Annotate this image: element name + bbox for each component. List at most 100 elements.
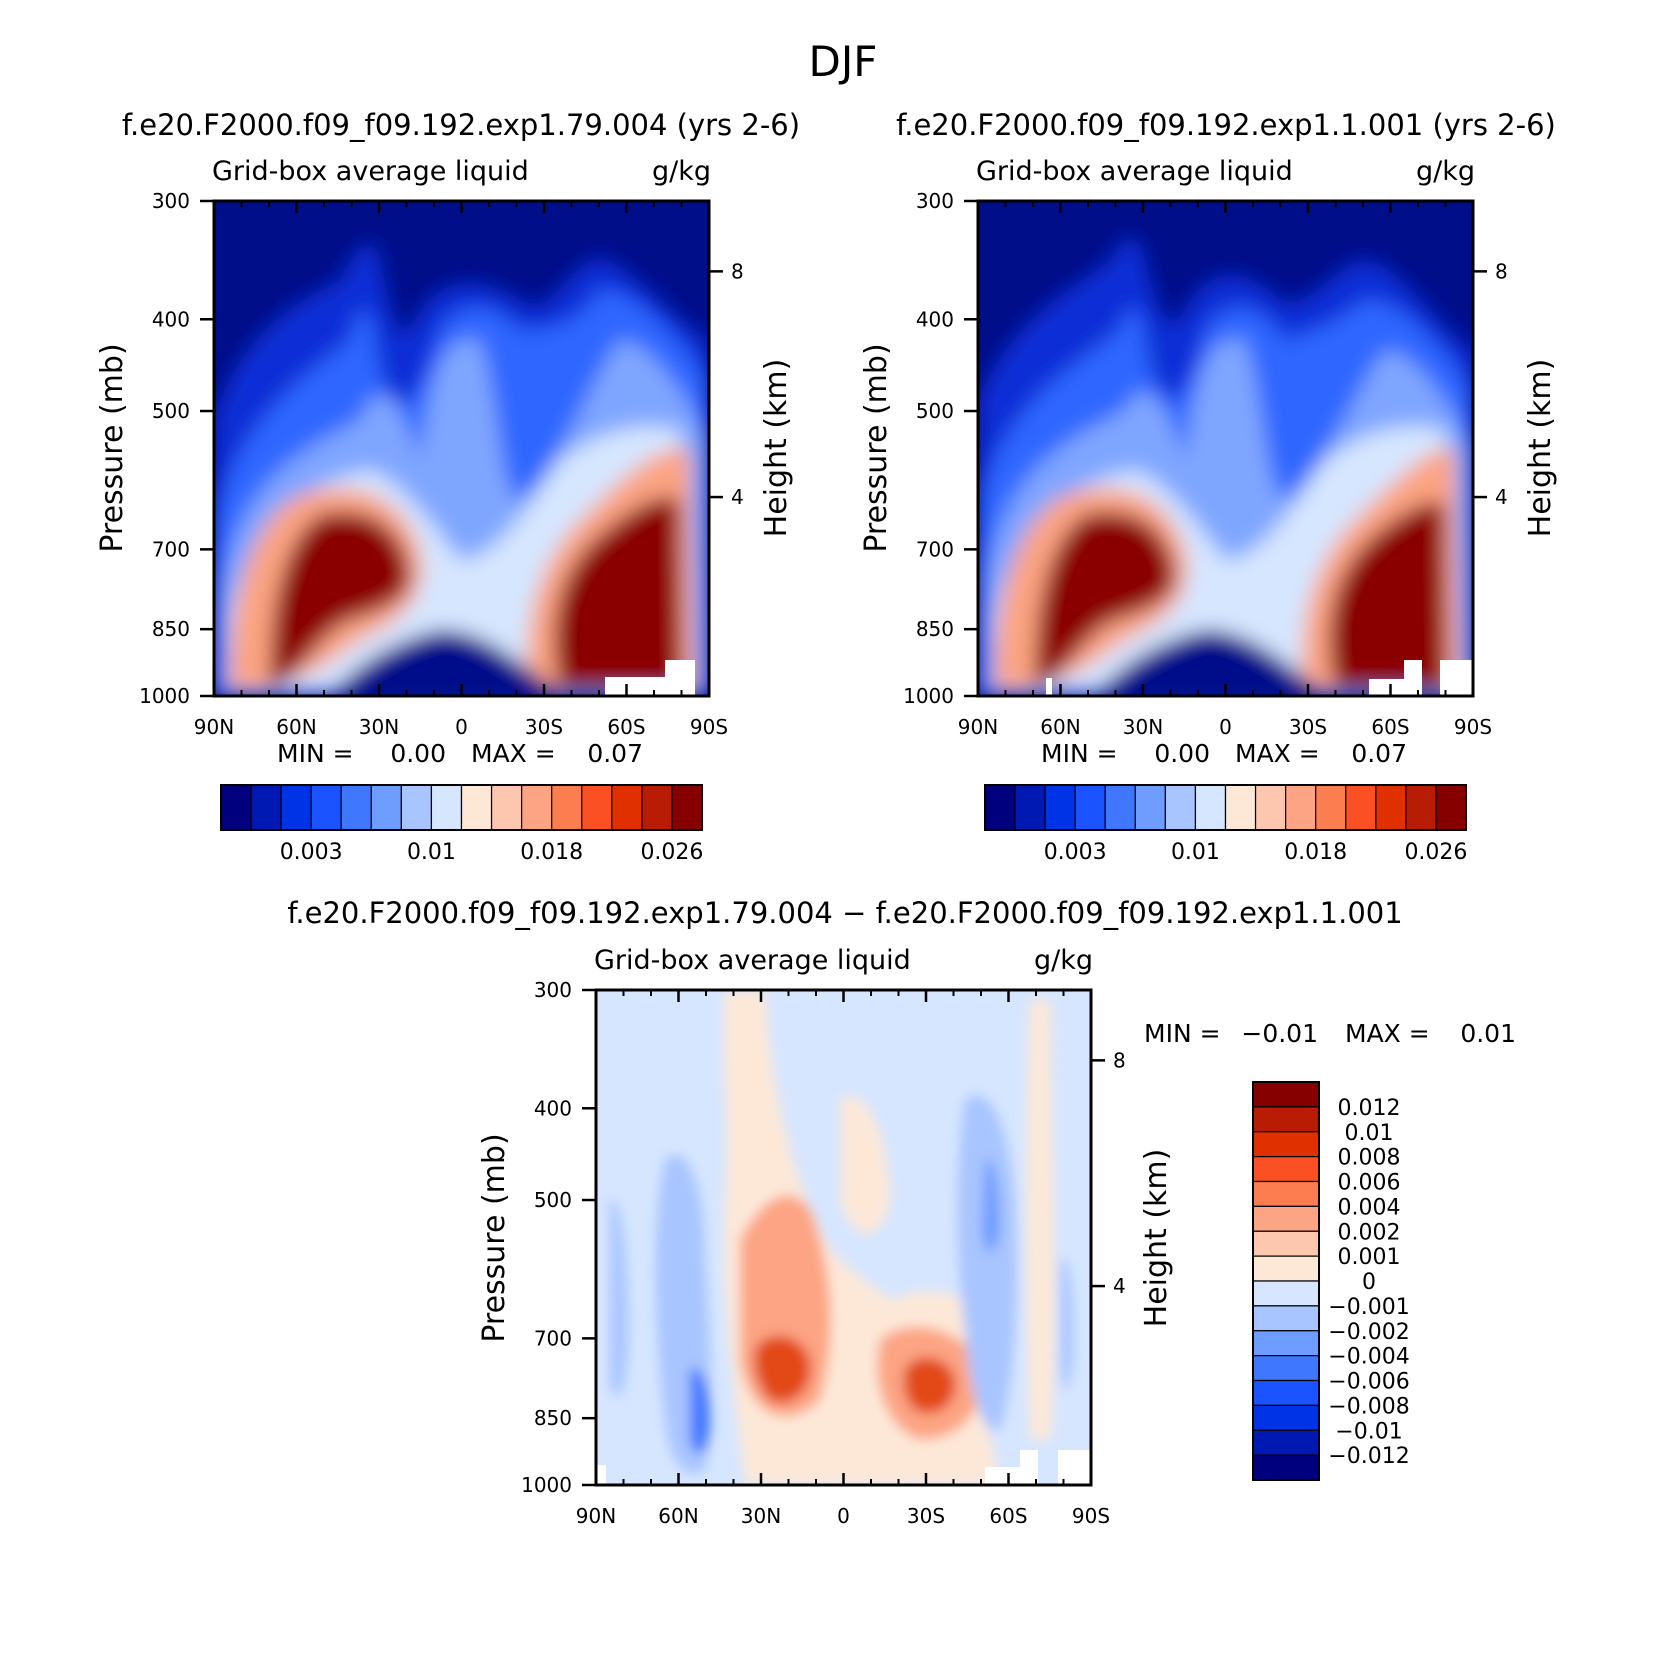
panel-2-min-label: MIN = [1041,739,1118,768]
x-tick-label: 60S [607,715,645,739]
panel-1-min-label: MIN = [277,739,354,768]
y-tick-label: 400 [534,1096,572,1120]
contour-positive-core-south [903,1357,956,1414]
colorbar-label: 0.003 [1044,840,1107,865]
contour-positive-core-north [754,1336,811,1403]
page-title: DJF [809,37,878,86]
colorbar-swatch [1252,1230,1320,1257]
colorbar-swatch [1435,784,1467,831]
colorbar-label: 0.012 [1338,1096,1401,1121]
colorbar-swatch [460,784,493,831]
panel-2-y2label: Height (km) [1523,359,1558,538]
x-tick-label: 30S [907,1504,945,1528]
colorbar-swatch [1405,784,1437,831]
colorbar-swatch [1252,1404,1320,1431]
contour-positive-upper-tongue [840,1096,890,1234]
colorbar-swatch [984,784,1016,831]
contour-southern-maximum-core [1329,501,1447,690]
panel-3-units: g/kg [1034,945,1093,976]
colorbar-label: 0.004 [1338,1195,1401,1220]
missing-data-area [605,677,665,696]
panel-3-max-label: MAX = [1345,1019,1430,1048]
y-tick-label: 500 [534,1188,572,1212]
panel-2-run-title: f.e20.F2000.f09_f09.192.exp1.1.001 (yrs … [896,108,1556,142]
x-tick-label: 0 [455,715,468,739]
x-tick-label: 60S [989,1504,1027,1528]
colorbar-swatch [1224,784,1257,831]
y-tick-label: 300 [152,189,190,213]
colorbar-swatch [430,784,463,831]
y2-tick-label: 4 [1113,1274,1126,1298]
colorbar-swatch [490,784,523,831]
colorbar-frame [984,784,1467,831]
colorbar-swatch [310,784,342,831]
panel-2-y2-axis: 84 [1473,259,1508,509]
colorbar-swatch [1044,784,1076,831]
panel-1-colorbar: 0.003 0.01 0.018 0.026 [220,784,703,865]
panel-1-max-label: MAX = [471,739,556,768]
panel-3-contour-field [596,990,1091,1485]
missing-data-area [596,1465,606,1485]
contour-southern-maximum-core [554,497,682,690]
colorbar-label: 0.018 [520,840,583,865]
panel-3-field-label: Grid-box average liquid [594,945,911,976]
panel-2-x-axis: 90N 60N 30N 0 30S 60S 90S [958,201,1492,739]
colorbar-swatch [340,784,372,831]
x-tick-label: 30N [1123,715,1163,739]
x-tick-label: 60S [1371,715,1409,739]
y2-tick-label: 8 [1113,1048,1126,1072]
y2-tick-label: 4 [1495,485,1508,509]
missing-data-area [665,660,695,696]
colorbar-swatch [1252,1305,1320,1332]
panel-3-y-axis: 300 400 500 700 850 1000 [521,978,596,1497]
panel-1-y-axis: 300 400 500 700 850 1000 [139,189,214,708]
colorbar-label: −0.004 [1328,1345,1409,1370]
colorbar-label: −0.008 [1328,1394,1409,1419]
colorbar-swatch [1252,1429,1320,1456]
y-tick-label: 1000 [903,684,954,708]
panel-2-min-value: 0.00 [1154,739,1210,768]
colorbar-label: 0.001 [1338,1245,1401,1270]
missing-data-area [1046,678,1052,696]
colorbar-swatch [1252,1379,1320,1406]
y-tick-label: 1000 [521,1473,572,1497]
y-tick-label: 500 [152,399,190,423]
colorbar-swatch [1345,784,1377,831]
contour-surface-low-center [1095,630,1325,696]
panel-1-min-value: 0.00 [390,739,446,768]
colorbar-swatch [1134,784,1166,831]
panel-1-y2-axis: 84 [709,259,744,509]
y-tick-label: 850 [534,1406,572,1430]
colorbar-swatch [370,784,402,831]
contour-surface-low-center [330,630,560,696]
panel-2: f.e20.F2000.f09_f09.192.exp1.1.001 (yrs … [859,108,1558,865]
colorbar-frame [220,784,703,831]
colorbar-swatch [280,784,312,831]
colorbar-swatch [521,784,553,831]
y-tick-label: 700 [534,1326,572,1350]
panel-3-y2-axis: 84 [1091,1048,1126,1298]
colorbar-label: 0.01 [1345,1121,1394,1146]
missing-data-area [1369,679,1404,696]
colorbar-swatch [1252,1255,1320,1282]
colorbar-label: −0.006 [1328,1370,1409,1395]
colorbar-frame [1252,1081,1320,1481]
panel-2-ylabel: Pressure (mb) [859,343,894,552]
colorbar-swatch [1194,784,1227,831]
contour-northern-maximum-core [270,512,411,690]
missing-data-area [1404,660,1422,696]
colorbar-label: 0.01 [407,840,456,865]
y-tick-label: 300 [916,189,954,213]
panel-3-y2label: Height (km) [1139,1149,1174,1328]
colorbar-swatch [1375,784,1407,831]
x-tick-label: 90S [690,715,728,739]
panel-2-units: g/kg [1416,156,1475,187]
colorbar-swatch [671,784,703,831]
colorbar-swatch [1285,784,1317,831]
x-tick-label: 0 [1219,715,1232,739]
panel-3-run-title: f.e20.F2000.f09_f09.192.exp1.79.004 − f.… [287,896,1402,930]
x-tick-label: 30N [359,715,399,739]
colorbar-label: 0 [1362,1270,1376,1295]
contour-negative-south-inner [982,1159,1000,1253]
y-tick-label: 400 [152,307,190,331]
